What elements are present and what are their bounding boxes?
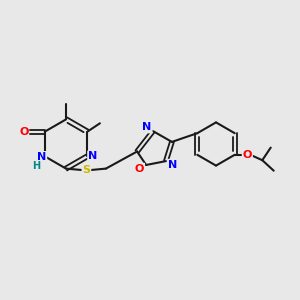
Text: S: S [82, 165, 90, 175]
Text: N: N [168, 160, 177, 170]
Text: N: N [142, 122, 152, 133]
Text: O: O [135, 164, 144, 174]
Text: N: N [37, 152, 46, 162]
Text: H: H [32, 161, 41, 171]
Text: O: O [243, 150, 252, 160]
Text: N: N [88, 151, 97, 161]
Text: O: O [19, 127, 28, 137]
